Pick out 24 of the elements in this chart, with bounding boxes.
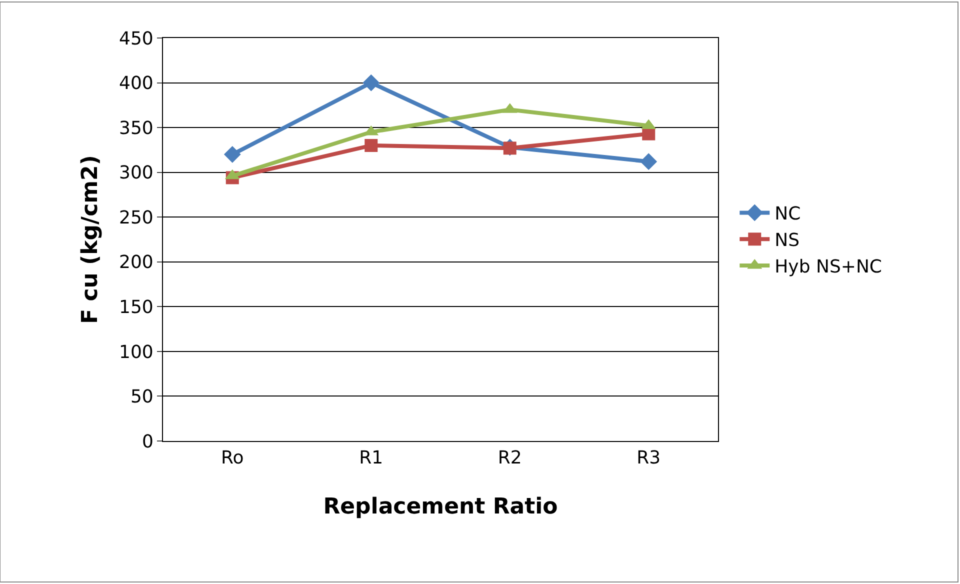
x-tick-label: R2 xyxy=(498,448,522,469)
y-tick-label: 400 xyxy=(119,73,154,94)
y-tick-label: 150 xyxy=(119,296,154,318)
x-tick-label: R1 xyxy=(359,448,384,469)
point xyxy=(224,146,241,163)
y-tick-label: 50 xyxy=(130,386,154,408)
y-axis-title: F cu (kg/cm2) xyxy=(78,155,103,324)
x-axis-title: Replacement Ratio xyxy=(323,494,558,520)
y-tick-label: 450 xyxy=(119,28,154,50)
y-tick-label: 0 xyxy=(142,431,154,452)
point xyxy=(503,142,516,155)
legend-label: NS xyxy=(774,230,800,252)
y-tick-label: 200 xyxy=(119,252,154,274)
point xyxy=(364,138,378,152)
y-tick-label: 350 xyxy=(119,118,154,139)
y-tick-label: 300 xyxy=(119,162,154,184)
x-tick-label: R3 xyxy=(636,448,661,469)
point xyxy=(640,153,658,170)
legend-label: NC xyxy=(774,204,801,225)
y-tick-label: 250 xyxy=(119,207,154,228)
point xyxy=(362,74,380,92)
y-tick-label: 100 xyxy=(119,342,154,363)
legend-label: Hyb NS+NC xyxy=(774,256,882,278)
x-tick-label: Ro xyxy=(221,448,244,469)
